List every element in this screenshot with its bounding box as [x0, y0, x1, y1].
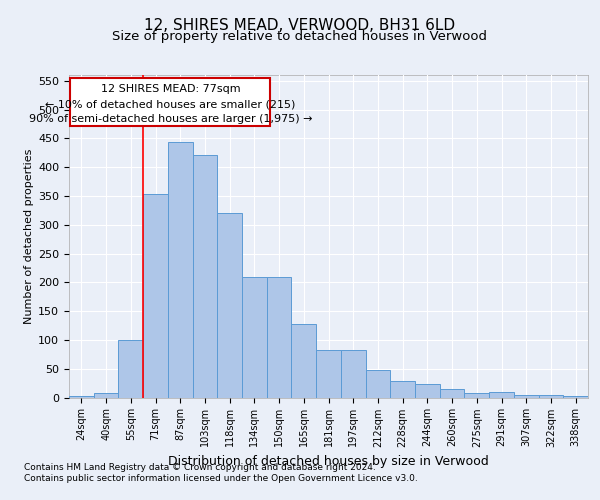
Bar — [267, 277, 292, 398]
Bar — [143, 194, 168, 398]
Bar — [365, 370, 390, 398]
Text: Contains public sector information licensed under the Open Government Licence v3: Contains public sector information licen… — [24, 474, 418, 483]
Bar — [242, 277, 267, 398]
FancyBboxPatch shape — [70, 78, 271, 126]
Bar — [489, 392, 514, 398]
Y-axis label: Number of detached properties: Number of detached properties — [24, 148, 34, 324]
Bar — [464, 393, 489, 398]
Bar — [316, 350, 341, 398]
Bar — [94, 393, 118, 398]
Bar — [118, 340, 143, 398]
Bar — [69, 396, 94, 398]
Text: ← 10% of detached houses are smaller (215): ← 10% of detached houses are smaller (21… — [45, 99, 296, 109]
Bar — [168, 142, 193, 398]
Bar — [563, 396, 588, 398]
Text: Size of property relative to detached houses in Verwood: Size of property relative to detached ho… — [113, 30, 487, 43]
Bar — [514, 395, 539, 398]
Bar — [193, 155, 217, 398]
Bar — [292, 324, 316, 398]
Text: 12 SHIRES MEAD: 77sqm: 12 SHIRES MEAD: 77sqm — [101, 84, 240, 94]
Bar — [390, 382, 415, 398]
X-axis label: Distribution of detached houses by size in Verwood: Distribution of detached houses by size … — [168, 455, 489, 468]
Bar — [341, 350, 365, 398]
Text: 90% of semi-detached houses are larger (1,975) →: 90% of semi-detached houses are larger (… — [29, 114, 312, 124]
Text: 12, SHIRES MEAD, VERWOOD, BH31 6LD: 12, SHIRES MEAD, VERWOOD, BH31 6LD — [145, 18, 455, 32]
Bar — [217, 212, 242, 398]
Bar — [539, 395, 563, 398]
Text: Contains HM Land Registry data © Crown copyright and database right 2024.: Contains HM Land Registry data © Crown c… — [24, 462, 376, 471]
Bar — [440, 389, 464, 398]
Bar — [415, 384, 440, 398]
